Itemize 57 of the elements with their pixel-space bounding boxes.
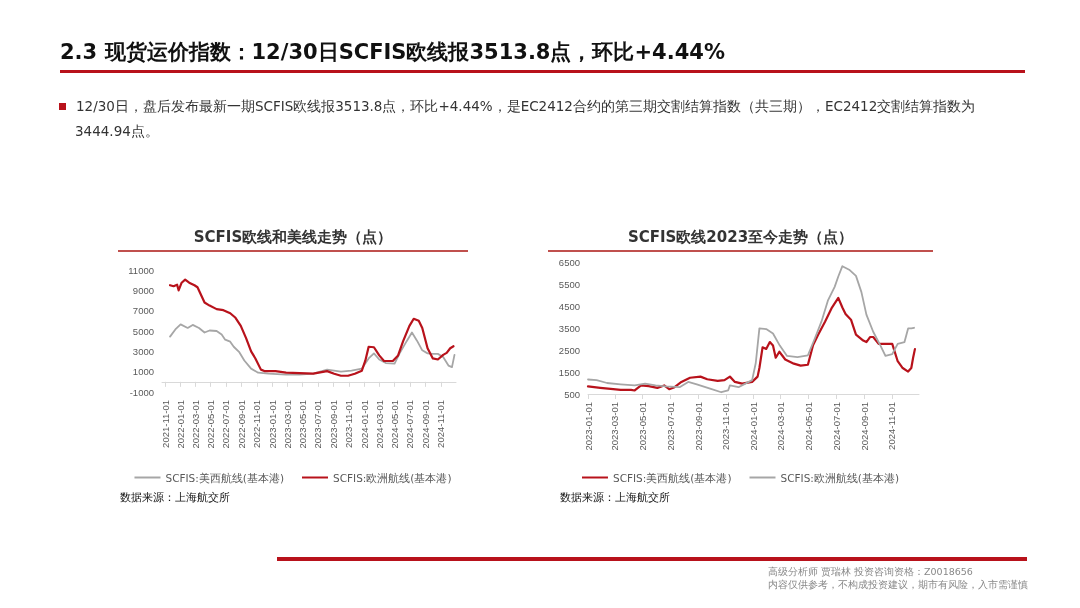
x-tick-label: 2023-01-01 (582, 402, 594, 451)
y-tick-label: 1500 (558, 366, 580, 378)
x-tick-label: 2023-05-01 (636, 402, 648, 451)
x-tick-label: 2023-09-01 (692, 402, 704, 451)
legend-label: SCFIS:美西航线(基本港) (612, 471, 732, 484)
x-tick-label: 2024-07-01 (404, 400, 416, 449)
y-tick-label: 2500 (558, 344, 580, 356)
x-tick-label: 2023-03-01 (281, 400, 293, 449)
y-tick-label: 4500 (558, 300, 580, 312)
x-tick-label: 2022-09-01 (236, 400, 248, 449)
source-note: 数据来源：上海航交所 (120, 490, 230, 505)
x-tick-label: 2024-11-01 (886, 402, 898, 450)
x-tick-label: 2024-05-01 (389, 400, 401, 449)
x-tick-label: 2023-11-01 (720, 402, 732, 450)
x-tick-label: 2022-03-01 (189, 400, 201, 449)
legend-label: SCFIS:欧洲航线(基本港) (780, 471, 900, 484)
x-tick-label: 2023-09-01 (327, 400, 339, 449)
y-tick-label: 7000 (132, 305, 154, 317)
x-tick-label: 2022-05-01 (205, 400, 217, 449)
text: 内容仅供参考，不构成投资建议，期市有风险，入市需谨慎 (768, 579, 1028, 592)
legend-label: SCFIS:美西航线(基本港) (165, 471, 284, 484)
x-tick-label: 2024-01-01 (748, 402, 759, 451)
x-tick-label: 2023-07-01 (312, 400, 324, 449)
source-note: 数据来源：上海航交所 (560, 490, 670, 505)
y-tick-label: 5000 (132, 325, 154, 337)
x-tick-label: 2021-11-01 (159, 400, 171, 448)
x-tick-label: 2024-07-01 (830, 402, 842, 451)
y-tick-label: 5500 (558, 278, 580, 290)
x-tick-label: 2023-05-01 (296, 400, 308, 449)
x-tick-label: 2023-11-01 (343, 400, 355, 448)
x-tick-label: 2023-07-01 (664, 402, 676, 451)
x-tick-label: 2024-09-01 (858, 402, 870, 451)
chart-title: SCFIS欧线2023至今走势（点） (548, 228, 933, 252)
x-tick-label: 2024-09-01 (420, 400, 432, 449)
text: 高级分析师 贾瑞林 投资咨询资格：Z0018656 (768, 566, 973, 579)
x-tick-label: 2024-03-01 (373, 400, 385, 449)
x-tick-label: 2022-01-01 (174, 400, 186, 449)
y-tick-label: 500 (564, 388, 580, 400)
x-tick-label: 2023-01-01 (266, 400, 278, 449)
x-tick-label: 2022-11-01 (251, 400, 263, 448)
y-tick-label: 11000 (128, 264, 154, 276)
y-tick-label: 1000 (132, 366, 154, 378)
text: 12/30日，盘后发布最新一期SCFIS欧线报3513.8点，环比+4.44%，是EC2412合约的第三期交割结算指数（共三期），EC2412交割结算指数为3444.94点。 (75, 94, 1025, 144)
x-tick-label: 2024-01-01 (358, 400, 370, 449)
y-tick-label: -1000 (129, 386, 154, 398)
x-tick-label: 2023-03-01 (609, 402, 621, 451)
y-tick-label: 3500 (558, 322, 580, 334)
y-tick-label: 9000 (132, 284, 154, 296)
chart-title: SCFIS欧线和美线走势（点） (118, 228, 468, 252)
y-tick-label: 6500 (558, 256, 580, 268)
legend-label: SCFIS:欧洲航线(基本港) (333, 471, 452, 484)
text: 2.3 现货运价指数：12/30日SCFIS欧线报3513.8点，环比+4.44% (60, 39, 725, 66)
x-tick-label: 2024-11-01 (435, 400, 447, 448)
x-tick-label: 2024-03-01 (775, 402, 787, 451)
y-tick-label: 3000 (132, 345, 154, 357)
x-tick-label: 2022-07-01 (220, 400, 232, 449)
x-tick-label: 2024-05-01 (802, 402, 814, 451)
